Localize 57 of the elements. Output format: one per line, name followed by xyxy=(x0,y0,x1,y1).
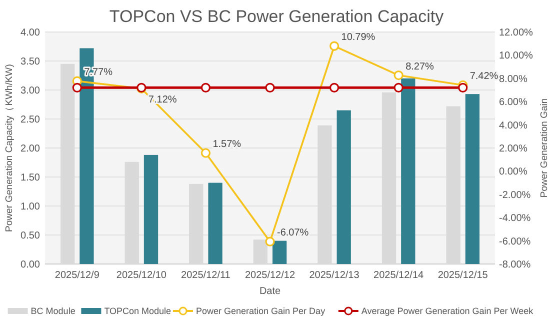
point xyxy=(394,82,404,92)
point xyxy=(329,41,340,51)
x-tick-label: 2025/12/15 xyxy=(438,270,488,281)
bar xyxy=(208,182,222,264)
y-axis-title: Power Generation Capacity（KWh/KW) xyxy=(4,64,15,232)
x-tick-label: 2025/12/13 xyxy=(309,270,360,281)
point xyxy=(265,236,275,246)
y-tick-label: 2.00 xyxy=(20,144,40,154)
y2-tick-label: -6.00% xyxy=(499,236,531,248)
point xyxy=(200,82,211,92)
x-axis-title: Date xyxy=(259,286,281,297)
y-tick-label: 3.00 xyxy=(20,86,40,96)
y-tick-label: 1.50 xyxy=(20,172,40,184)
x-tick-label: 2025/12/9 xyxy=(54,270,100,281)
data-label: 1.57% xyxy=(212,138,242,150)
x-tick-label: 2025/12/10 xyxy=(116,270,167,281)
legend-label: BC Module xyxy=(30,306,76,316)
x-tick-label: 2025/12/11 xyxy=(181,270,231,281)
y-tick-label: 3.50 xyxy=(20,56,40,68)
point xyxy=(72,82,82,92)
legend-label: Power Generation Gain Per Day xyxy=(196,306,326,316)
data-label: 8.27% xyxy=(406,61,434,72)
y-tick-label: 0.50 xyxy=(20,230,40,242)
y-tick-label: 4.00 xyxy=(20,28,40,38)
y-tick-label: 2.50 xyxy=(20,114,40,126)
bar xyxy=(465,94,480,264)
chart-title: TOPCon VS BC Power Generation Capacity xyxy=(109,7,444,26)
point xyxy=(458,82,468,92)
point xyxy=(265,82,275,92)
y2-tick-label: 8.00% xyxy=(499,74,528,85)
y2-tick-label: 4.00% xyxy=(499,120,528,132)
y-tick-label: 1.00 xyxy=(20,202,40,212)
point xyxy=(329,82,340,92)
bar xyxy=(144,154,158,264)
y-tick-label: 0.00 xyxy=(20,260,40,270)
bar xyxy=(272,240,287,264)
bar xyxy=(401,78,416,264)
y2-tick-label: 12.00% xyxy=(499,28,534,38)
y2-tick-label: -4.00% xyxy=(499,213,531,224)
y2-tick-label: 10.00% xyxy=(499,50,534,62)
data-label: 10.79% xyxy=(341,32,376,44)
legend-label: Average Power Generation Gain Per Week xyxy=(361,306,534,316)
y2-axis-title: Power Generation Gain xyxy=(539,98,550,198)
x-tick-label: 2025/12/14 xyxy=(374,270,424,281)
data-label: -6.07% xyxy=(277,228,309,239)
y2-tick-label: -8.00% xyxy=(499,260,531,270)
bar xyxy=(253,240,268,264)
legend-label: TOPCon Module xyxy=(104,306,172,316)
y2-tick-label: 0.00% xyxy=(499,166,528,178)
y2-tick-label: 2.00% xyxy=(499,144,528,154)
point xyxy=(394,70,404,80)
x-tick-label: 2025/12/12 xyxy=(244,270,296,281)
bar xyxy=(336,110,351,264)
data-label: 7.42% xyxy=(470,71,498,82)
y2-tick-label: -2.00% xyxy=(499,190,531,201)
point xyxy=(200,148,211,158)
y2-tick-label: 6.00% xyxy=(499,97,528,108)
